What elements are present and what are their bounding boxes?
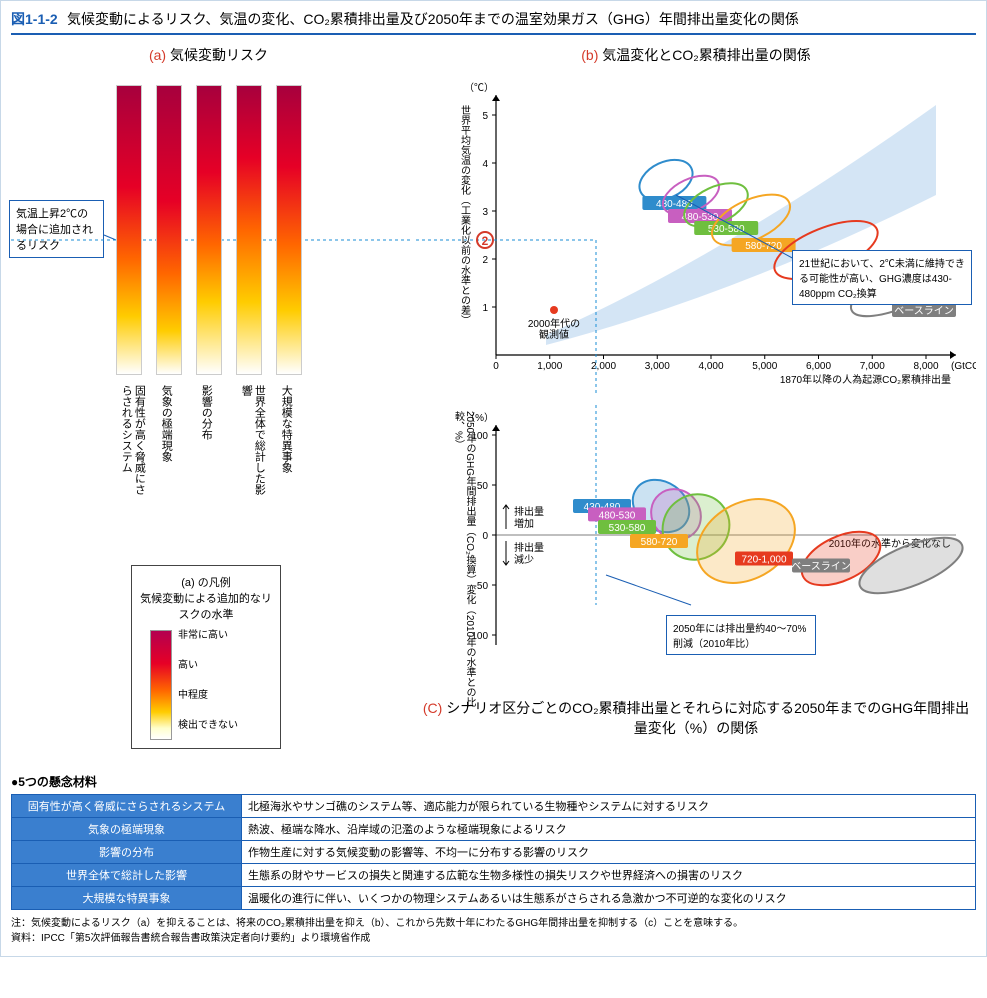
table-cell-header: 大規模な特異事象	[12, 887, 242, 910]
svg-text:50: 50	[477, 481, 489, 492]
panel-c-title: (C) シナリオ区分ごとのCO₂累積排出量とそれらに対応する2050年までのGH…	[416, 698, 976, 738]
risk-bars: 固有性が高く脅威にさらされるシステム 気象の極端現象 影響の分布 世界全体で総計した影…	[11, 75, 411, 505]
risk-bar-label: 世界全体で総計した影響	[239, 385, 265, 505]
concern-table: 固有性が高く脅威にさらされるシステム北極海氷やサンゴ礁のシステム等、適応能力が限…	[11, 794, 976, 910]
panel-c-callout: 2050年には排出量約40〜70%削減（2010年比）	[666, 615, 816, 655]
risk-bar-label: 影響の分布	[199, 385, 212, 440]
table-cell-header: 気象の極端現象	[12, 818, 242, 841]
risk-bar	[156, 85, 182, 375]
svg-text:530-580: 530-580	[609, 523, 646, 534]
table-row: 固有性が高く脅威にさらされるシステム北極海氷やサンゴ礁のシステム等、適応能力が限…	[12, 795, 976, 818]
footnote-note: 注：気候変動によるリスク（a）を抑えることは、将来のCO₂累積排出量を抑え（b）…	[11, 916, 976, 931]
svg-text:3,000: 3,000	[645, 361, 670, 372]
panel-b-svg: 0 1,000 2,000 3,000 4,000 5,000 6,000 7,000 8,00…	[416, 75, 976, 395]
svg-text:720-1,000: 720-1,000	[741, 555, 786, 566]
panel-a-legend: (a) の凡例 気候変動による追加的なリスクの水準 非常に高い 高い 中程度 検…	[131, 565, 281, 749]
svg-text:-50: -50	[474, 581, 489, 592]
table-row: 世界全体で総計した影響生態系の財やサービスの損失と関連する広範な生物多様性の損失…	[12, 864, 976, 887]
svg-text:5,000: 5,000	[752, 361, 777, 372]
footnotes: 注：気候変動によるリスク（a）を抑えることは、将来のCO₂累積排出量を抑え（b）…	[11, 916, 976, 946]
risk-bar-label: 気象の極端現象	[159, 385, 172, 462]
panel-c-chart: -100-50050100（%）2010年の水準から変化なし排出量増加排出量減少…	[416, 405, 976, 715]
legend-labels: 非常に高い 高い 中程度 検出できない	[178, 628, 238, 734]
table-cell-header: 固有性が高く脅威にさらされるシステム	[12, 795, 242, 818]
table-row: 気象の極端現象熱波、極端な降水、沿岸域の氾濫のような極端現象によるリスク	[12, 818, 976, 841]
table-cell-desc: 北極海氷やサンゴ礁のシステム等、適応能力が限られている生物種やシステムに対するリ…	[242, 795, 976, 818]
svg-text:5: 5	[482, 111, 488, 122]
panel-a-title: (a) 気候変動リスク	[11, 45, 406, 65]
svg-text:8,000: 8,000	[913, 361, 938, 372]
concern-table-header: ●5つの懸念材料	[11, 773, 976, 790]
svg-text:2000年代の: 2000年代の	[528, 317, 580, 330]
table-cell-desc: 温暖化の進行に伴い、いくつかの物理システムあるいは生態系がさらされる急激かつ不可…	[242, 887, 976, 910]
panel-b-chart: 0 1,000 2,000 3,000 4,000 5,000 6,000 7,000 8,00…	[416, 75, 976, 395]
svg-text:0: 0	[493, 361, 499, 372]
svg-text:7,000: 7,000	[860, 361, 885, 372]
figure-title: 気候変動によるリスク、気温の変化、CO₂累積排出量及び2050年までの温室効果ガ…	[67, 11, 799, 27]
panel-b-ylabel: 世界平均気温の変化（工業化以前の水準との差）	[458, 105, 470, 325]
svg-text:排出量: 排出量	[514, 505, 544, 518]
figure-container: 図1-1-2 気候変動によるリスク、気温の変化、CO₂累積排出量及び2050年ま…	[0, 0, 987, 957]
svg-text:4: 4	[482, 159, 488, 170]
risk-bar	[116, 85, 142, 375]
risk-bar-label: 大規模な特異事象	[279, 385, 292, 473]
legend-gradient-bar	[150, 630, 172, 740]
risk-bar-label: 固有性が高く脅威にさらされるシステム	[119, 385, 145, 505]
svg-text:2: 2	[482, 255, 488, 266]
svg-text:ベースライン: ベースライン	[894, 305, 954, 317]
table-cell-desc: 熱波、極端な降水、沿岸域の氾濫のような極端現象によるリスク	[242, 818, 976, 841]
footnote-source: 資料：IPCC「第5次評価報告書統合報告書政策決定者向け要約」より環境省作成	[11, 931, 976, 946]
svg-text:増加: 増加	[514, 517, 534, 530]
svg-text:減少: 減少	[514, 553, 534, 566]
table-cell-header: 影響の分布	[12, 841, 242, 864]
risk-bar	[236, 85, 262, 375]
svg-text:580-720: 580-720	[641, 537, 678, 548]
svg-text:3: 3	[482, 207, 488, 218]
panel-b-title: (b) 気温変化とCO₂累積排出量の関係	[416, 45, 976, 65]
panel-b-callout: 21世紀において、2℃未満に維持できる可能性が高い、GHG濃度は430-480p…	[792, 250, 972, 305]
svg-text:排出量: 排出量	[514, 541, 544, 554]
legend-title: (a) の凡例 気候変動による追加的なリスクの水準	[140, 574, 272, 622]
svg-text:（℃）: （℃）	[464, 82, 494, 94]
svg-text:4,000: 4,000	[698, 361, 723, 372]
two-c-marker: 2	[476, 231, 494, 249]
svg-text:0: 0	[482, 531, 488, 542]
table-cell-header: 世界全体で総計した影響	[12, 864, 242, 887]
svg-text:480-530: 480-530	[599, 510, 636, 521]
svg-text:ベースライン: ベースライン	[791, 561, 851, 573]
risk-bar	[276, 85, 302, 375]
svg-text:1870年以降の人為起源CO₂累積排出量: 1870年以降の人為起源CO₂累積排出量	[780, 373, 951, 386]
panels-row: (a) 気候変動リスク 気温上昇2℃の場合に追加されるリスク 固有性が高く脅威に…	[11, 45, 976, 765]
panel-c-ylabel: 2050年のGHG年間排出量（CO₂換算）変化（2010年の水準との比較、%）	[452, 411, 475, 715]
svg-text:6,000: 6,000	[806, 361, 831, 372]
svg-text:観測値: 観測値	[539, 328, 569, 341]
right-column: (b) 気温変化とCO₂累積排出量の関係 0 1,000 2,000 3,000 4,0…	[416, 45, 976, 765]
panel-a: (a) 気候変動リスク 気温上昇2℃の場合に追加されるリスク 固有性が高く脅威に…	[11, 45, 406, 765]
figure-number: 図1-1-2	[11, 11, 58, 27]
table-row: 影響の分布作物生産に対する気候変動の影響等、不均一に分布する影響のリスク	[12, 841, 976, 864]
table-cell-desc: 生態系の財やサービスの損失と関連する広範な生物多様性の損失リスクや世界経済への損…	[242, 864, 976, 887]
risk-bar	[196, 85, 222, 375]
svg-text:1: 1	[482, 303, 488, 314]
figure-title-row: 図1-1-2 気候変動によるリスク、気温の変化、CO₂累積排出量及び2050年ま…	[11, 9, 976, 35]
table-cell-desc: 作物生産に対する気候変動の影響等、不均一に分布する影響のリスク	[242, 841, 976, 864]
table-row: 大規模な特異事象温暖化の進行に伴い、いくつかの物理システムあるいは生態系がさらさ…	[12, 887, 976, 910]
svg-text:2,000: 2,000	[591, 361, 616, 372]
svg-text:1,000: 1,000	[537, 361, 562, 372]
svg-text:(GtCO₂): (GtCO₂)	[951, 361, 976, 372]
